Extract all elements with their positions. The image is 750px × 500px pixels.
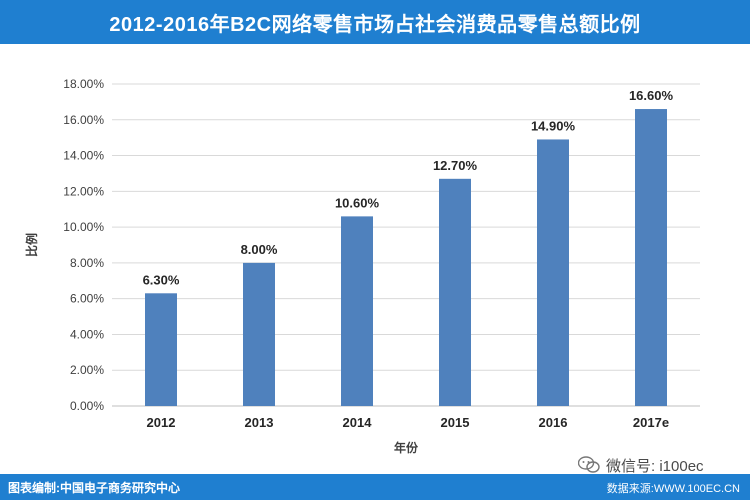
data-label: 14.90% — [531, 118, 576, 133]
y-tick-label: 18.00% — [63, 77, 104, 91]
x-tick-label: 2017e — [633, 415, 669, 430]
data-label: 12.70% — [433, 158, 478, 173]
y-axis-title: 比例 — [24, 233, 39, 257]
x-tick-label: 2013 — [245, 415, 274, 430]
x-tick-label: 2015 — [441, 415, 470, 430]
bar — [243, 262, 275, 406]
y-tick-label: 14.00% — [63, 149, 104, 163]
chart-title: 2012-2016年B2C网络零售市场占社会消费品零售总额比例 — [109, 13, 641, 36]
bar — [439, 178, 471, 406]
y-tick-label: 0.00% — [70, 399, 104, 413]
data-label: 6.30% — [143, 272, 180, 287]
wechat-icon — [577, 456, 600, 474]
data-label: 16.60% — [629, 88, 674, 103]
y-tick-label: 12.00% — [63, 184, 104, 198]
bar — [341, 216, 373, 406]
y-tick-label: 6.00% — [70, 292, 104, 306]
bar-chart: 0.00% 2.00% 4.00% 6.00% 8.00% 10.00% 12.00% 14.… — [24, 77, 700, 455]
bar — [537, 139, 569, 406]
data-label: 8.00% — [241, 242, 278, 257]
bar — [635, 109, 667, 407]
bar — [145, 293, 177, 406]
x-tick-label: 2016 — [539, 415, 568, 430]
x-tick-label: 2012 — [147, 415, 176, 430]
y-tick-label: 2.00% — [70, 363, 104, 377]
footer-bar: 图表编制:中国电子商务研究中心 数据来源:WWW.100EC.CN — [0, 474, 750, 500]
y-tick-label: 10.00% — [63, 220, 104, 234]
y-tick-label: 16.00% — [63, 113, 104, 127]
wechat-id: 微信号: i100ec — [606, 457, 704, 475]
chart-title-bar: 2012-2016年B2C网络零售市场占社会消费品零售总额比例 — [0, 0, 750, 44]
x-axis-title: 年份 — [394, 440, 419, 455]
data-label: 10.60% — [335, 195, 380, 210]
footer-credit: 图表编制:中国电子商务研究中心 — [8, 481, 180, 495]
wechat-badge: 微信号: i100ec — [577, 453, 704, 477]
y-tick-label: 8.00% — [70, 256, 104, 270]
x-tick-label: 2014 — [343, 415, 373, 430]
footer-source: 数据来源:WWW.100EC.CN — [606, 483, 740, 495]
y-tick-label: 4.00% — [70, 327, 104, 341]
